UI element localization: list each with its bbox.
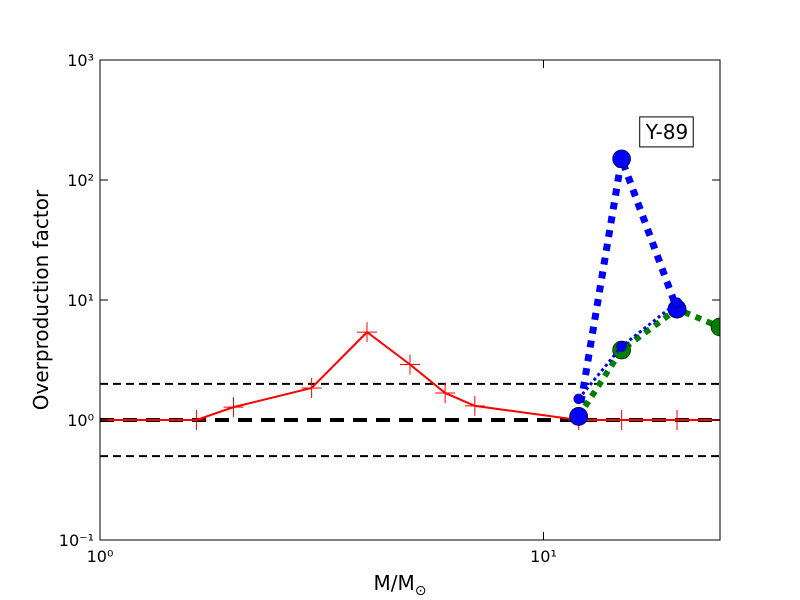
annotation: Y-89 xyxy=(639,116,694,148)
marker xyxy=(667,410,688,430)
marker xyxy=(612,149,631,169)
annotation-text: Y-89 xyxy=(645,120,689,144)
x-axis-label: M/M⊙ xyxy=(374,571,427,599)
y-tick-label: 10³ xyxy=(67,51,94,70)
y-tick-label: 10² xyxy=(67,171,94,190)
x-tick-label: 10¹ xyxy=(530,547,557,566)
series-line xyxy=(575,145,681,418)
y-tick-label: 10⁻¹ xyxy=(59,531,94,550)
y-tick-label: 10⁰ xyxy=(67,411,94,430)
y-tick-label: 10¹ xyxy=(67,291,94,310)
marker xyxy=(573,393,584,405)
marker xyxy=(616,341,627,352)
annotation-box xyxy=(639,116,694,148)
marker xyxy=(223,397,244,418)
marker xyxy=(464,395,485,416)
x-axis-label-main: M/M xyxy=(374,571,415,595)
marker xyxy=(301,377,322,398)
marker xyxy=(671,297,683,308)
marker xyxy=(400,354,420,375)
y-axis-label: Overproduction factor xyxy=(29,189,53,410)
series-line xyxy=(576,305,720,419)
marker xyxy=(611,410,632,430)
marker xyxy=(357,322,378,343)
marker xyxy=(710,317,720,337)
x-axis-label-sub: ⊙ xyxy=(415,583,427,599)
x-tick-label: 10⁰ xyxy=(87,547,114,566)
marker xyxy=(569,407,588,426)
marker xyxy=(435,382,456,403)
marker xyxy=(186,410,207,430)
